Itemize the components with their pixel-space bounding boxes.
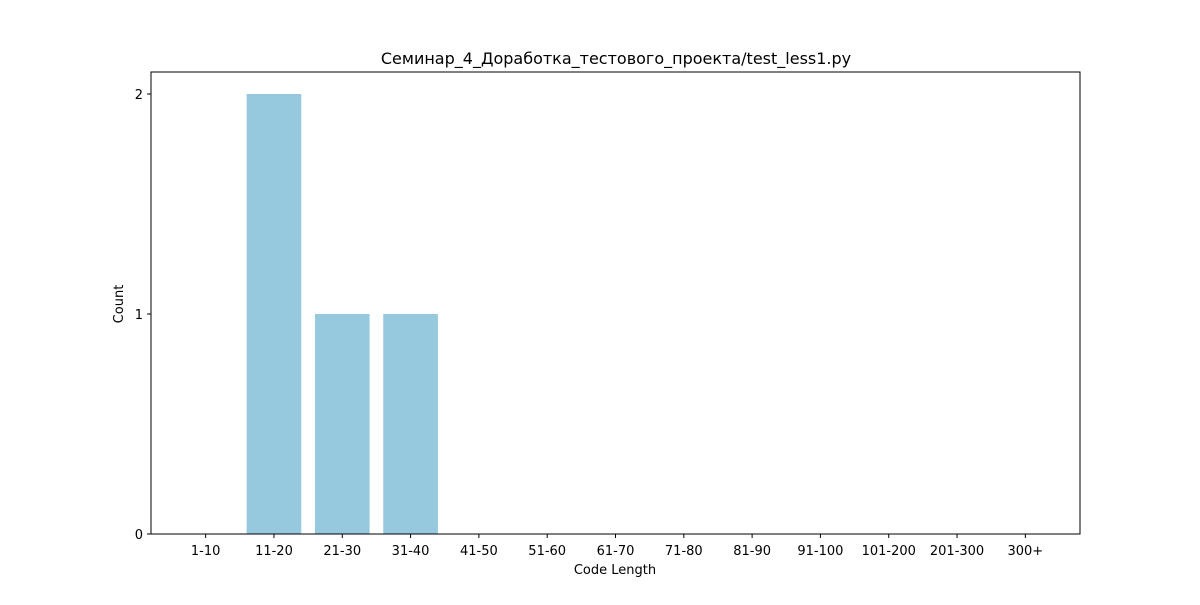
y-tick-label: 0 bbox=[135, 528, 143, 543]
y-tick-label: 1 bbox=[135, 308, 143, 323]
x-tick-label: 41-50 bbox=[460, 544, 498, 559]
x-tick-label: 300+ bbox=[1007, 544, 1043, 559]
x-tick-label: 81-90 bbox=[733, 544, 771, 559]
y-tick-label: 2 bbox=[135, 88, 143, 103]
bar-11-20 bbox=[246, 94, 302, 534]
x-axis: 1-10 11-20 21-30 31-40 41-50 51-60 61-70 71-80 8… bbox=[191, 534, 1043, 559]
bars-layer bbox=[246, 94, 438, 534]
bar-31-40 bbox=[383, 314, 438, 534]
x-axis-label: Code Length bbox=[574, 563, 656, 578]
y-axis-label: Count bbox=[112, 285, 127, 324]
x-tick-label: 21-30 bbox=[323, 544, 361, 559]
x-tick-label: 61-70 bbox=[597, 544, 635, 559]
x-tick-label: 31-40 bbox=[392, 544, 430, 559]
x-tick-label: 71-80 bbox=[665, 544, 703, 559]
y-axis: 0 1 2 bbox=[135, 88, 151, 543]
chart-title: Семинар_4_Доработка_тестового_проекта/te… bbox=[381, 49, 851, 69]
x-tick-label: 201-300 bbox=[930, 544, 984, 559]
x-tick-label: 11-20 bbox=[255, 544, 293, 559]
x-tick-label: 51-60 bbox=[528, 544, 566, 559]
x-tick-label: 101-200 bbox=[862, 544, 916, 559]
bar-21-30 bbox=[314, 314, 370, 534]
x-tick-label: 91-100 bbox=[797, 544, 843, 559]
x-tick-label: 1-10 bbox=[191, 544, 221, 559]
